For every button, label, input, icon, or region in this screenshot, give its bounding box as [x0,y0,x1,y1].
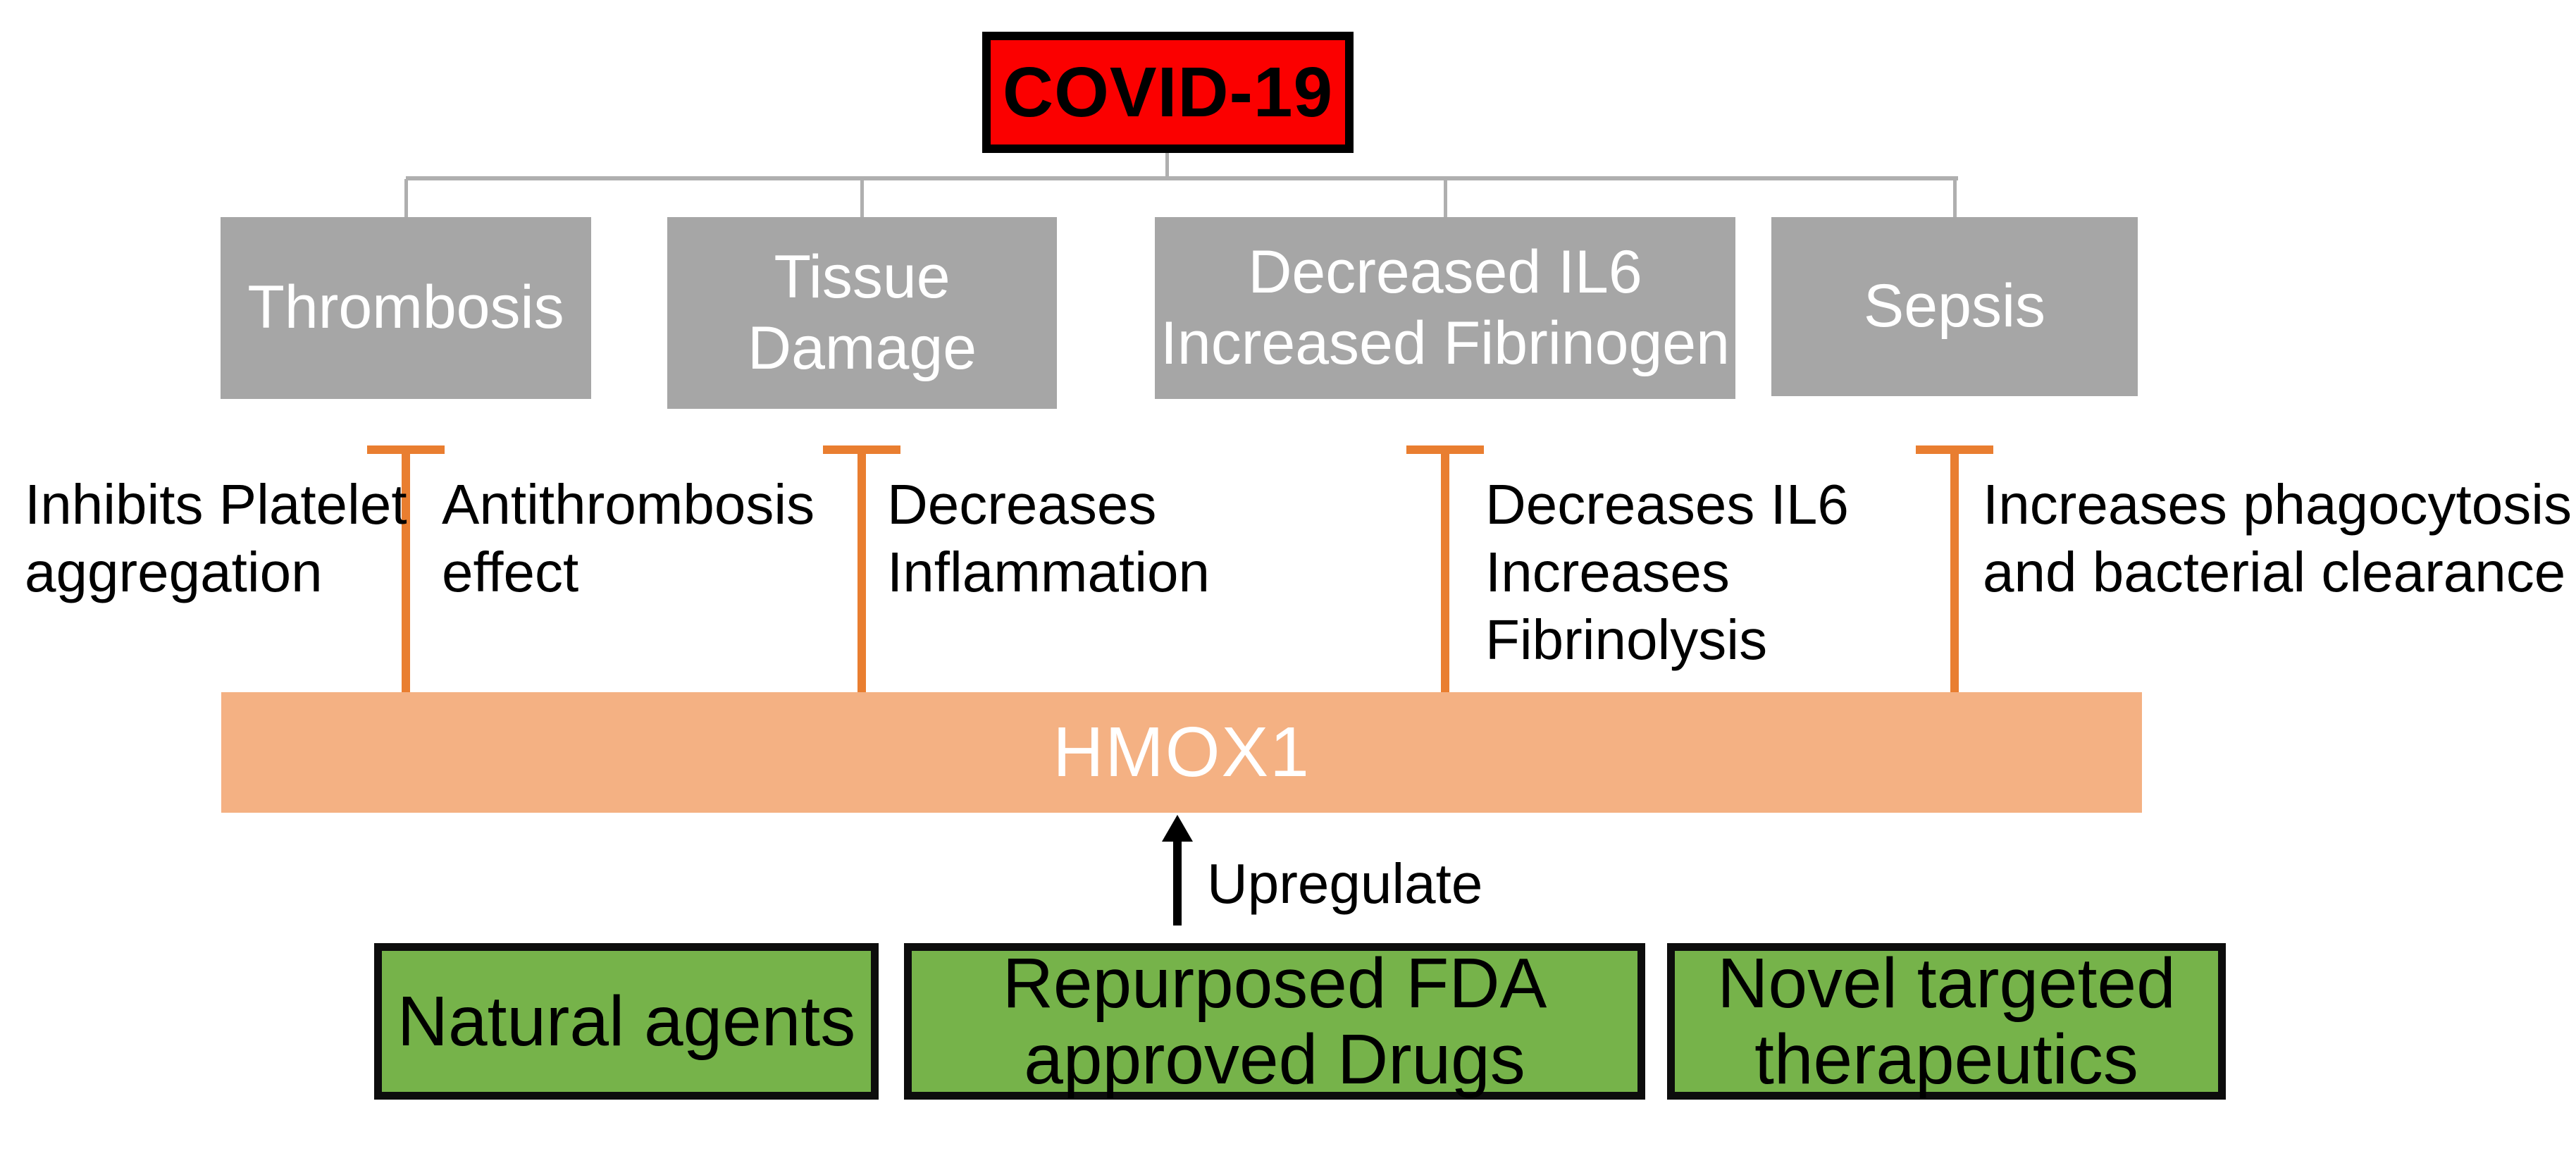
node-tissue-damage: Tissue Damage [667,217,1057,409]
inhibition-stem [1441,445,1449,692]
node-sepsis-label: Sepsis [1863,272,2046,340]
inhibition-stem [402,445,410,692]
therapy-repurposed-fda-drugs: Repurposed FDA approved Drugs [904,943,1645,1100]
effect-inhibits-platelet-aggregation: Inhibits Platelet aggregation [25,473,407,603]
effect-increases-phagocytosis: Increases phagocytosis and bacterial cle… [1983,473,2572,603]
up-arrow-icon [1162,815,1193,842]
covid19-label: COVID-19 [1002,52,1334,132]
effect-antithrombosis: Antithrombosis effect [442,473,815,603]
node-decreased-il6-label: Decreased IL6 Increased Fibrinogen [1160,238,1730,377]
hmox1-label: HMOX1 [1053,713,1311,792]
up-arrow-shaft [1173,840,1182,926]
connector-horizontal-line [406,176,1958,180]
connector-stub-il6-fibrinogen [1444,179,1447,219]
node-thrombosis: Thrombosis [221,217,591,399]
connector-stub-sepsis [1953,179,1957,219]
inhibition-stem [1950,445,1959,692]
therapy-natural-agents: Natural agents [374,943,879,1100]
node-decreased-il6-increased-fibrinogen: Decreased IL6 Increased Fibrinogen [1155,217,1735,399]
upregulate-label: Upregulate [1207,852,1483,915]
hmox1-bar: HMOX1 [221,692,2142,813]
effect-decreases-il6-increases-fibrinolysis: Decreases IL6 Increases Fibrinolysis [1485,473,1849,671]
node-thrombosis-label: Thrombosis [247,273,564,342]
therapy-novel-targeted-therapeutics: Novel targeted therapeutics [1667,943,2226,1100]
therapy-natural-agents-label: Natural agents [397,982,856,1061]
node-tissue-damage-label: Tissue Damage [747,242,977,382]
covid19-node: COVID-19 [982,32,1354,153]
connector-stub-thrombosis [404,179,408,219]
inhibition-stem [857,445,866,692]
therapy-repurposed-fda-drugs-label: Repurposed FDA approved Drugs [1002,944,1547,1099]
node-sepsis: Sepsis [1771,217,2138,396]
effect-decreases-inflammation: Decreases Inflammation [887,473,1210,603]
therapy-novel-targeted-therapeutics-label: Novel targeted therapeutics [1717,944,2176,1099]
connector-root-line [1165,153,1169,177]
connector-stub-tissue-damage [860,179,864,219]
